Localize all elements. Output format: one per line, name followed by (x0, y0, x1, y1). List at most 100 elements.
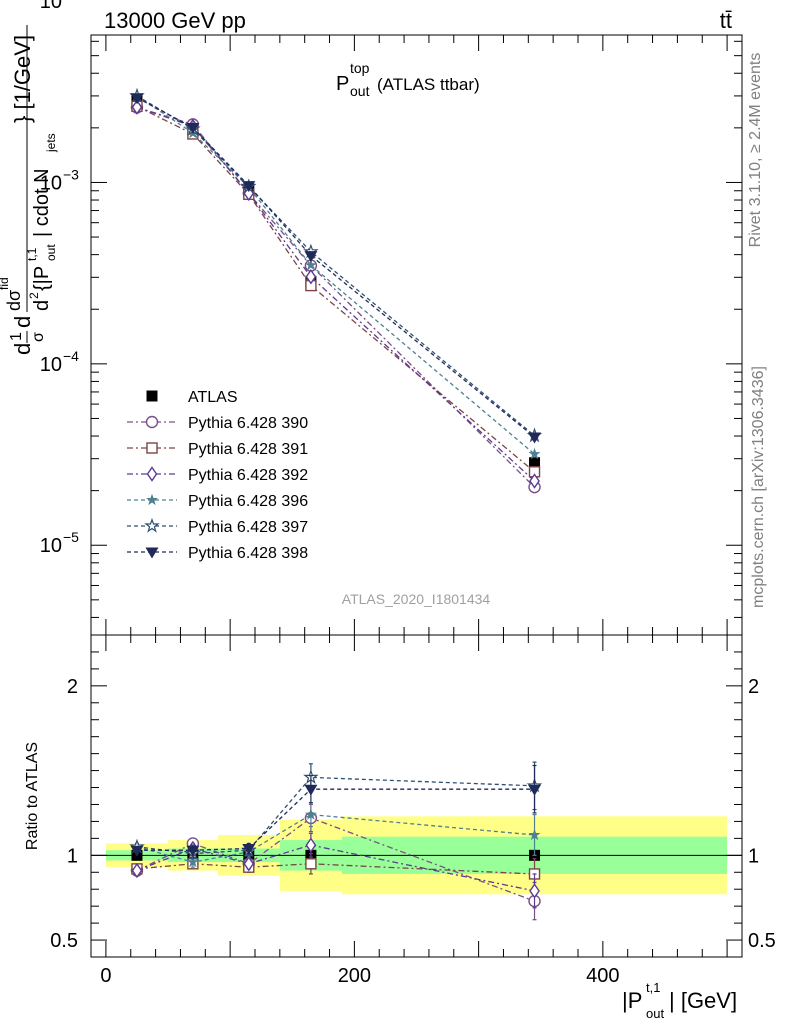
legend-label: Pythia 6.428 398 (188, 545, 308, 562)
x-tick-label: 400 (586, 965, 619, 987)
data-point (186, 122, 200, 134)
ratio-point (243, 856, 255, 872)
legend-label: ATLAS (188, 389, 238, 406)
ratio-point (528, 784, 542, 796)
data-point (528, 447, 541, 460)
x-axis-label: |P t,1 out | [GeV] (622, 980, 737, 1021)
ratio-point (528, 828, 541, 841)
data-point (529, 473, 540, 489)
ratio-point (305, 858, 317, 870)
series-line (136, 97, 535, 438)
ratio-plot-area (91, 761, 742, 921)
ratio-point (186, 855, 199, 868)
series-line (136, 106, 535, 488)
ylabel-two: 2 (27, 292, 41, 299)
series-line (136, 106, 535, 482)
data-point (305, 269, 317, 285)
y-tick-exponent: −5 (63, 529, 79, 545)
ratio-plot-frame (90, 634, 743, 958)
ratio-line (137, 788, 535, 851)
series-line (136, 95, 535, 455)
data-point (304, 258, 317, 271)
legend-marker (145, 547, 159, 559)
legend-marker (146, 493, 158, 506)
legend-marker (146, 442, 158, 454)
ratio-axes: 0.5 0.5 1 1 2 2 0 200 400 (50, 635, 776, 987)
ratio-point (242, 844, 256, 856)
data-point (528, 432, 542, 444)
ratio-y-tick-label-right: 2 (748, 676, 759, 698)
ratio-point (131, 862, 143, 879)
legend-marker (145, 415, 159, 429)
xlabel-sup: t,1 (646, 980, 660, 995)
legend-label: Pythia 6.428 392 (188, 467, 308, 484)
process-label: tt̄ (720, 8, 732, 33)
ylabel-d2: d (31, 300, 53, 311)
ylabel-brace: {|P (31, 266, 53, 291)
xlabel-post: | [GeV] (669, 988, 737, 1013)
ratio-y-tick-label-right: 0.5 (748, 930, 776, 952)
ylabel-frac-num: 1 (8, 332, 25, 341)
rivet-label: Rivet 3.1.10, ≥ 2.4M events (747, 53, 764, 248)
data-point (242, 181, 256, 193)
title-main: P (336, 73, 349, 95)
ratio-y-tick-label-left: 0.5 (50, 930, 78, 952)
main-plot-area (129, 87, 543, 494)
y-tick-label: 10 (40, 172, 62, 194)
series-6 (130, 93, 542, 444)
ratio-panel: 0.5 0.5 1 1 2 2 0 200 400 Ratio to ATLAS |P t,1 … (24, 634, 776, 1021)
title-suffix: (ATLAS ttbar) (377, 75, 480, 94)
ratio-y-label: Ratio to ATLAS (24, 742, 41, 850)
ratio-y-tick-label-left: 1 (67, 845, 78, 867)
series-1 (130, 101, 541, 494)
legend-marker (144, 517, 160, 533)
plot-title: P top out (ATLAS ttbar) (336, 60, 480, 99)
ylabel-frac-den: σ (30, 332, 47, 342)
ylabel-close: } [1/GeV] (10, 35, 35, 123)
data-point (529, 457, 541, 469)
main-y-label: d 1 σ d dσ fid d 2 {|P t,1 out | cdot N … (0, 25, 58, 355)
title-sub: out (350, 83, 370, 99)
xlabel-pre: |P (622, 988, 642, 1013)
legend-marker (146, 466, 158, 482)
legend-label: Pythia 6.428 391 (188, 441, 308, 458)
ylabel-dsigma: dσ (4, 290, 24, 311)
legend: ATLAS Pythia 6.428 390 Pythia 6.428 391 Pyt… (127, 389, 308, 562)
y-tick-label: 10 (40, 354, 62, 376)
y-tick-exponent: −3 (63, 166, 79, 182)
y-tick-exponent: −2 (63, 0, 79, 1)
y-tick-exponent: −4 (63, 348, 79, 364)
series-line (136, 95, 535, 437)
ratio-point (186, 845, 200, 857)
ylabel-sup: t,1 (25, 247, 39, 261)
legend-label: Pythia 6.428 396 (188, 493, 308, 510)
ratio-y-tick-label-left: 2 (67, 676, 78, 698)
ratio-point (529, 883, 540, 899)
legend-label: Pythia 6.428 397 (188, 519, 308, 536)
ylabel-d: d (10, 316, 35, 328)
y-tick-label: 10 (40, 535, 62, 557)
xlabel-sub: out (646, 1006, 664, 1021)
main-panel: 10−510−410−310−2 P top out (ATLAS ttbar)… (0, 0, 743, 636)
ylabel-sub: out (44, 244, 58, 261)
ratio-point (130, 845, 144, 857)
ratio-point (304, 784, 318, 796)
ratio-point (305, 837, 317, 853)
legend-label: Pythia 6.428 390 (188, 415, 308, 432)
y-tick-label: 10 (40, 0, 62, 13)
mcplots-label: mcplots.cern.ch [arXiv:1306.3436] (750, 366, 767, 608)
ratio-series-3 (131, 832, 540, 909)
legend-marker (146, 390, 158, 402)
ratio-point (304, 808, 317, 820)
data-point (130, 93, 144, 105)
main-y-axis: 10−510−410−310−2 (40, 0, 742, 635)
analysis-watermark: ATLAS_2020_I1801434 (342, 591, 491, 607)
ylabel-mid: | cdot N (31, 168, 53, 237)
ylabel-lead: d (10, 343, 35, 355)
energy-label: 13000 GeV pp (104, 8, 246, 33)
title-sup: top (350, 60, 370, 76)
x-tick-label: 200 (338, 965, 371, 987)
data-point (304, 251, 318, 263)
ratio-series-6 (130, 764, 542, 857)
